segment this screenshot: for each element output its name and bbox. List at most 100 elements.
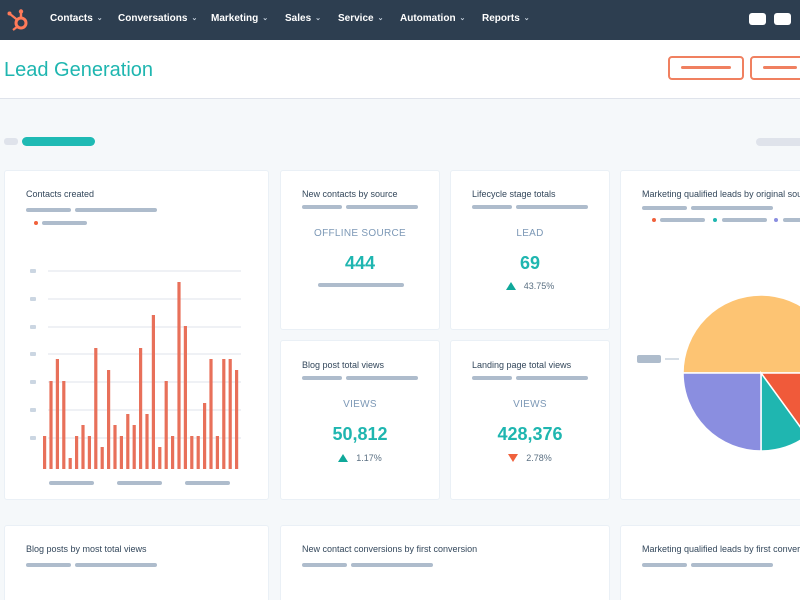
metric-value: 444 xyxy=(344,253,376,273)
y-tick-label-placeholder xyxy=(30,436,36,440)
subtitle-placeholder xyxy=(472,376,512,380)
mql-first-conversion-card: Marketing qualified leads by first conve… xyxy=(620,525,800,600)
y-tick-label-placeholder xyxy=(30,269,36,273)
card-title: Lifecycle stage totals xyxy=(472,189,556,199)
bar xyxy=(94,348,98,469)
nav-marketing[interactable]: Marketing ⌄ xyxy=(211,13,268,24)
landing-views-card: Landing page total views VIEWS 428,376 2… xyxy=(450,340,610,500)
bar xyxy=(113,425,117,469)
metric-label: LEAD xyxy=(516,228,544,239)
card-title: Marketing qualified leads by first conve… xyxy=(642,544,800,554)
bar xyxy=(43,436,47,469)
nav-label: Sales xyxy=(285,13,312,24)
metric-value: 428,376 xyxy=(497,424,563,444)
nav-utility-button[interactable] xyxy=(774,13,791,25)
subtitle-placeholder xyxy=(346,376,418,380)
subtitle-placeholder xyxy=(75,563,157,567)
subtitle-placeholder xyxy=(302,376,342,380)
bar xyxy=(139,348,143,469)
card-title: New contact conversions by first convers… xyxy=(302,544,478,554)
nav-label: Contacts xyxy=(50,13,93,24)
bar xyxy=(87,436,91,469)
y-tick-label-placeholder xyxy=(30,297,36,301)
top-navigation: Contacts ⌄ Conversations ⌄ Marketing ⌄ Sale… xyxy=(0,0,800,40)
mql-pie-chart xyxy=(637,294,800,452)
metric-change: 43.75% xyxy=(451,281,609,291)
header-action-button[interactable] xyxy=(750,56,800,80)
chevron-down-icon: ⌄ xyxy=(523,15,530,22)
subtitle-placeholder xyxy=(472,205,512,209)
bar xyxy=(126,414,130,469)
active-filter-chip[interactable] xyxy=(22,137,95,146)
header-action-button[interactable] xyxy=(668,56,744,80)
bar xyxy=(222,359,226,469)
legend-dot-icon xyxy=(34,221,38,225)
y-tick-label-placeholder xyxy=(30,408,36,412)
legend-dot-icon xyxy=(713,218,717,222)
trend-up-icon xyxy=(338,454,349,462)
bar xyxy=(62,381,66,469)
blog-views-card: Blog post total views VIEWS 50,812 1.17% xyxy=(280,340,440,500)
nav-sales[interactable]: Sales ⌄ xyxy=(285,13,321,24)
subtitle-placeholder xyxy=(26,208,71,212)
metric-change: 2.78% xyxy=(451,453,609,463)
date-range-control[interactable] xyxy=(756,138,800,146)
subtitle-placeholder xyxy=(691,563,773,567)
bar xyxy=(177,282,181,469)
legend-label-placeholder xyxy=(722,218,767,222)
chevron-down-icon: ⌄ xyxy=(262,15,269,22)
legend-label-placeholder xyxy=(660,218,705,222)
y-tick-label-placeholder xyxy=(30,325,36,329)
nav-utility-button[interactable] xyxy=(749,13,766,25)
metric-value: 69 xyxy=(519,253,541,273)
bar xyxy=(235,370,239,469)
filter-chip[interactable] xyxy=(4,138,18,145)
x-tick-label-placeholder xyxy=(49,481,94,485)
legend-dot-icon xyxy=(774,218,778,222)
bar xyxy=(68,458,72,469)
pie-slice xyxy=(682,372,762,452)
legend-dot-icon xyxy=(652,218,656,222)
x-tick-label-placeholder xyxy=(185,481,230,485)
contacts-bar-chart xyxy=(30,269,241,485)
card-title: Marketing qualified leads by original so… xyxy=(642,189,800,199)
subtitle-placeholder xyxy=(516,205,588,209)
pie-slice xyxy=(682,294,800,374)
bar xyxy=(196,436,200,469)
change-value: 1.17% xyxy=(356,453,382,463)
contact-conversions-card: New contact conversions by first convers… xyxy=(280,525,610,600)
card-title: New contacts by source xyxy=(302,189,398,199)
nav-conversations[interactable]: Conversations ⌄ xyxy=(118,13,197,24)
slice-label-placeholder xyxy=(637,355,661,363)
subtitle-placeholder xyxy=(302,205,342,209)
nav-contacts[interactable]: Contacts ⌄ xyxy=(50,13,103,24)
bar xyxy=(209,359,213,469)
trend-up-icon xyxy=(505,282,516,290)
subtitle-placeholder xyxy=(75,208,157,212)
new-contacts-card: New contacts by source OFFLINE SOURCE 44… xyxy=(280,170,440,330)
metric-label: VIEWS xyxy=(513,399,547,410)
nav-service[interactable]: Service ⌄ xyxy=(338,13,383,24)
bar xyxy=(55,359,59,469)
y-tick-label-placeholder xyxy=(30,380,36,384)
chevron-down-icon: ⌄ xyxy=(315,15,322,22)
legend-label-placeholder xyxy=(783,218,800,222)
bar xyxy=(158,447,162,469)
subtitle-placeholder xyxy=(351,563,433,567)
subtitle-placeholder xyxy=(516,376,588,380)
nav-reports[interactable]: Reports ⌄ xyxy=(482,13,530,24)
chevron-down-icon: ⌄ xyxy=(459,15,466,22)
metric-label: VIEWS xyxy=(343,399,377,410)
page-header: Lead Generation xyxy=(0,40,800,99)
bar xyxy=(190,436,194,469)
card-title: Blog posts by most total views xyxy=(26,544,147,554)
nav-automation[interactable]: Automation ⌄ xyxy=(400,13,465,24)
blog-posts-card: Blog posts by most total views xyxy=(4,525,269,600)
subtitle-placeholder xyxy=(346,205,418,209)
chevron-down-icon: ⌄ xyxy=(96,15,103,22)
subtitle-placeholder xyxy=(26,563,71,567)
trend-down-icon xyxy=(508,454,519,462)
lifecycle-stage-card: Lifecycle stage totals LEAD 69 43.75% xyxy=(450,170,610,330)
nav-label: Automation xyxy=(400,13,456,24)
hubspot-logo-icon[interactable] xyxy=(5,8,31,32)
